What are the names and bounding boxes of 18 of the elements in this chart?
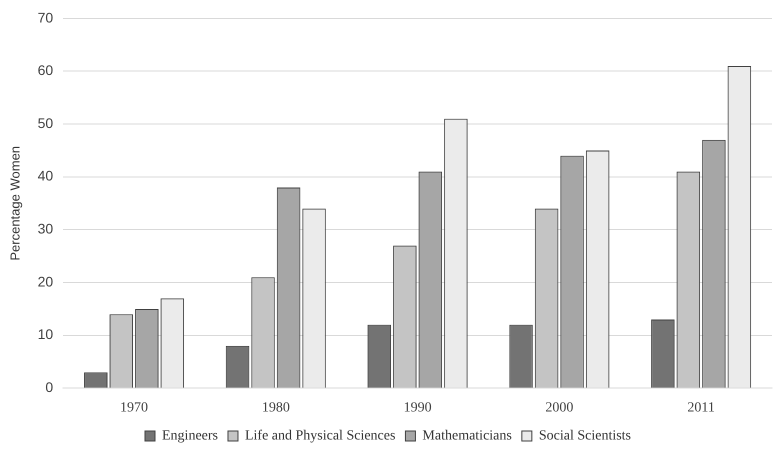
y-tick-label: 10 <box>38 326 54 342</box>
x-tick-label: 1990 <box>404 400 432 416</box>
x-tick-label: 1970 <box>120 400 148 416</box>
y-tick-label: 70 <box>38 9 54 26</box>
y-tick-label: 20 <box>38 273 54 290</box>
x-tick-label: 2000 <box>545 400 574 416</box>
y-tick-label: 50 <box>38 114 54 131</box>
y-axis-title: Percentage Women <box>7 146 22 261</box>
legend-label: Mathematicians <box>422 428 512 444</box>
y-tick-label: 40 <box>38 168 54 184</box>
legend-label: Social Scientists <box>538 428 632 444</box>
y-tick-label: 60 <box>38 62 54 78</box>
y-tick-label: 30 <box>38 220 54 237</box>
legend-label: Engineers <box>162 428 218 444</box>
legend-label: Life and Physical Sciences <box>244 428 396 444</box>
y-tick-label: 0 <box>45 379 54 396</box>
x-tick-label: 1980 <box>262 400 290 416</box>
x-tick-label: 2011 <box>687 400 715 416</box>
